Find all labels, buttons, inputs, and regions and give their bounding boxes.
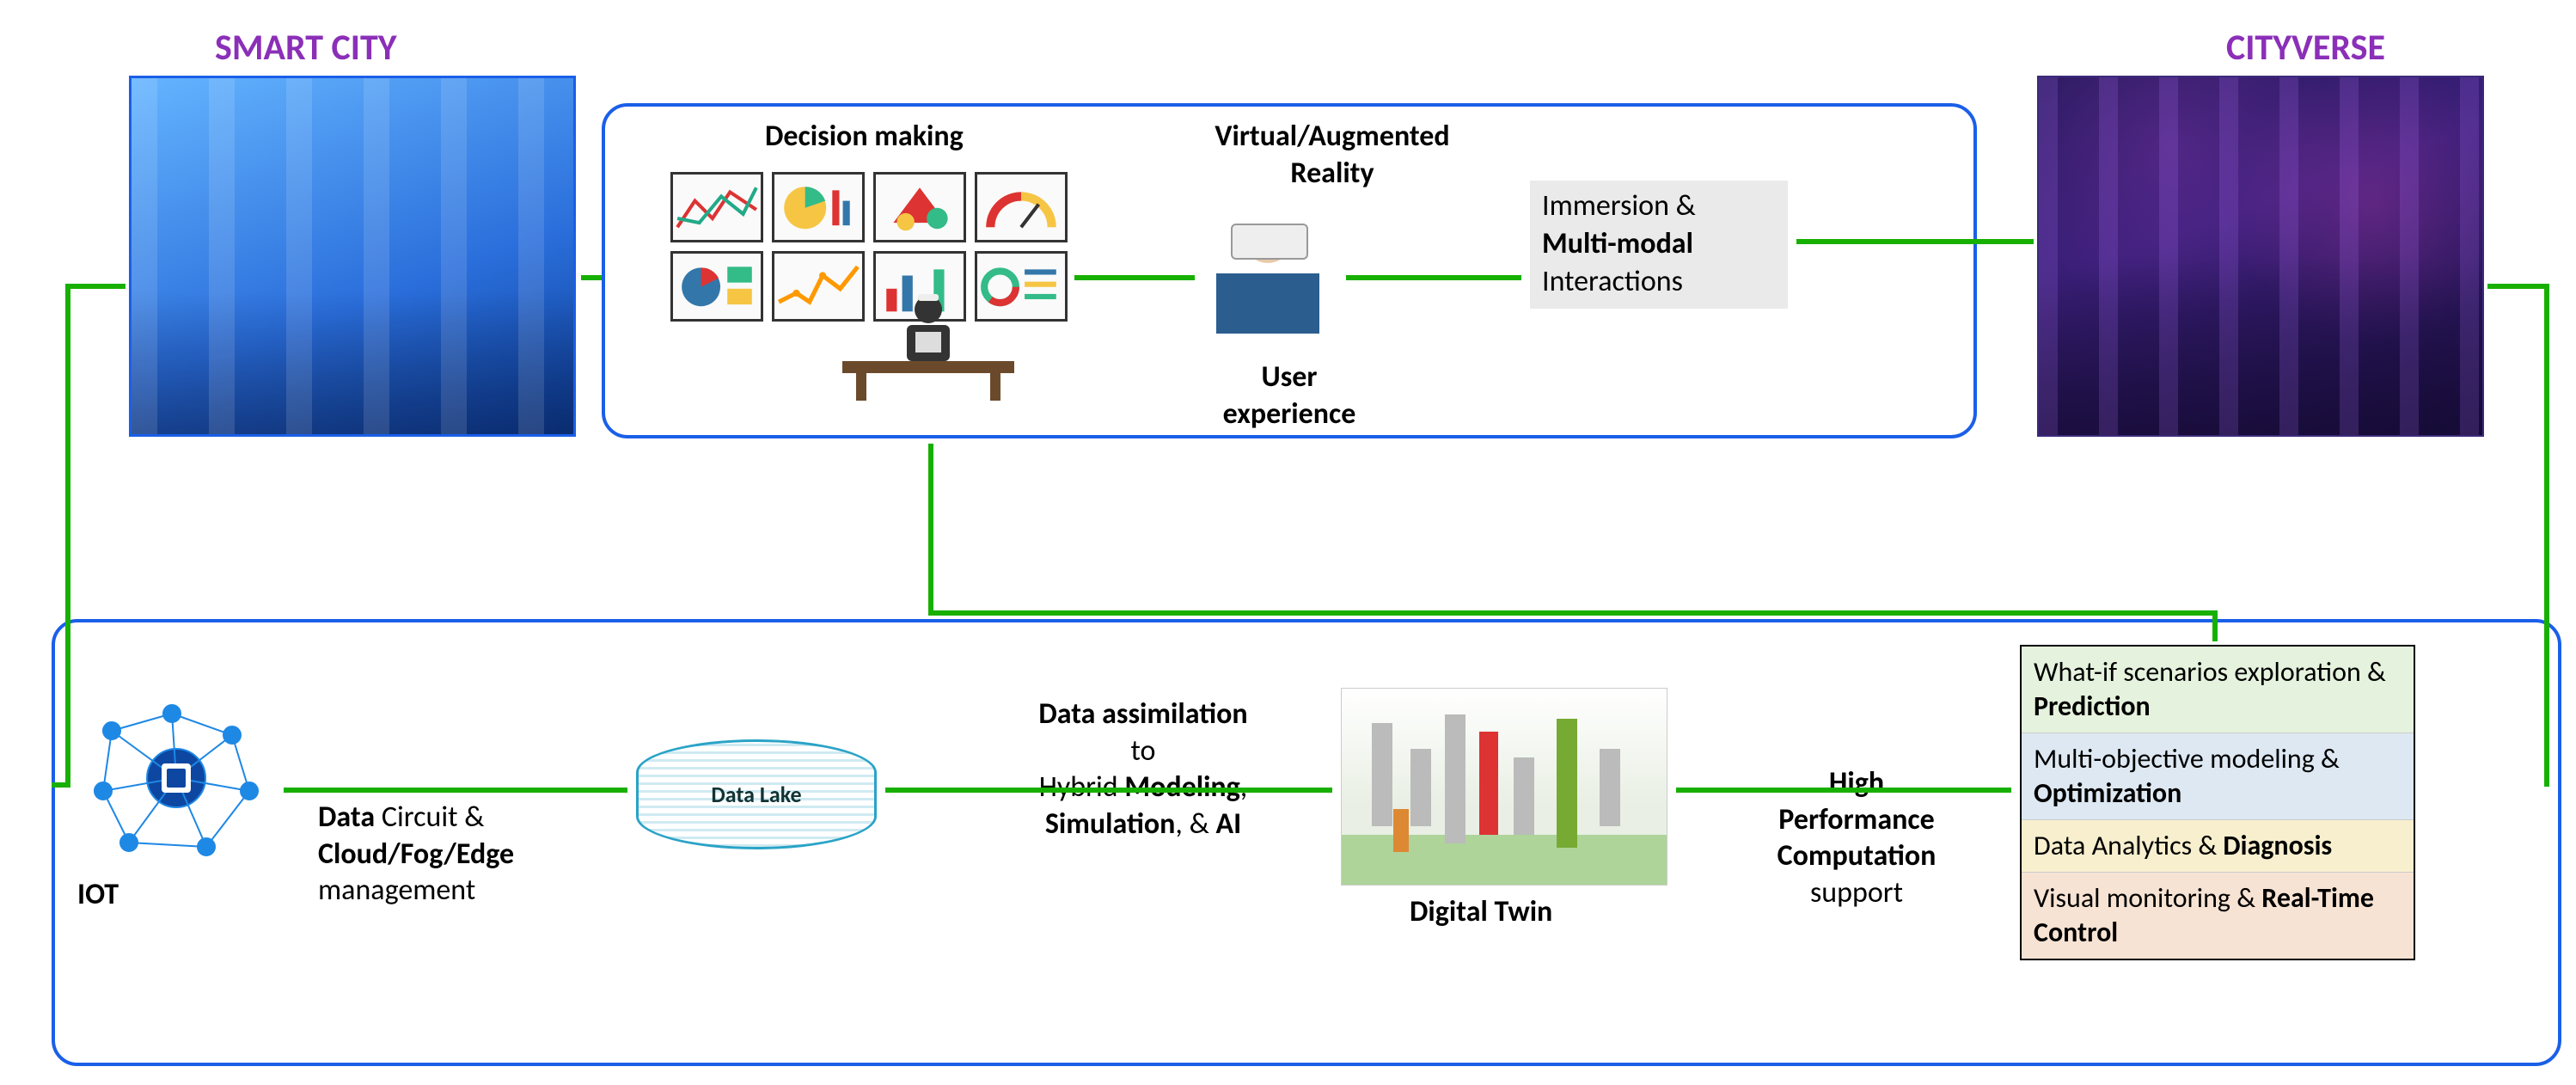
txt: AI: [1215, 806, 1241, 842]
diagram-canvas: SMART CITY CITYVERSE Decision making: [17, 26, 2559, 1059]
arrow-segment: [2487, 284, 2548, 289]
txt: , &: [1175, 806, 1215, 842]
capability-bold: Optimization: [2034, 776, 2181, 810]
capability-text: Multi-objective modeling &: [2034, 742, 2340, 775]
txt: Simulation: [1045, 806, 1176, 842]
analyst-at-desk-icon: [825, 284, 1031, 404]
capability-bold: Prediction: [2034, 690, 2151, 723]
label-digital-twin: Digital Twin: [1410, 894, 1552, 931]
arrow-segment: [1346, 275, 1521, 280]
capability-row: What-if scenarios exploration & Predicti…: [2022, 647, 2414, 733]
arrow-segment: [928, 610, 2218, 616]
capability-row: Multi-objective modeling & Optimization: [2022, 733, 2414, 819]
capabilities-list: What-if scenarios exploration & Predicti…: [2020, 645, 2415, 960]
dash-thumb: [772, 172, 865, 242]
label-data-lake: Data Lake: [711, 781, 801, 808]
label-user-experience: User experience: [1203, 359, 1375, 432]
arrow-segment: [1074, 275, 1195, 280]
arrow-segment: [2212, 610, 2218, 641]
txt: to: [1131, 733, 1156, 769]
arrow-segment: [928, 444, 933, 616]
txt: Data assimilation: [1038, 696, 1247, 732]
txt: management: [318, 873, 475, 908]
capability-row: Visual monitoring & Real-Time Control: [2022, 872, 2414, 959]
digital-twin-model: [1341, 688, 1667, 886]
arrow-segment: [1676, 788, 2011, 793]
iot-brain-icon: [77, 688, 275, 868]
label-assimilation: Data assimilation to Hybrid Modeling, Si…: [963, 696, 1324, 843]
txt: Cloud/Fog/Edge: [318, 837, 514, 872]
arrow-segment: [1796, 239, 2034, 244]
arrow-segment: [52, 782, 70, 788]
arrow-segment: [885, 788, 1332, 793]
dash-thumb: [670, 251, 763, 322]
txt: Computation: [1778, 838, 1937, 874]
arrow-segment: [65, 284, 70, 787]
txt: support: [1810, 875, 1903, 910]
arrow-segment: [284, 788, 627, 793]
txt: Performance: [1778, 802, 1934, 837]
dash-thumb: [670, 172, 763, 242]
title-smart-city: SMART CITY: [215, 26, 397, 70]
txt: High: [1829, 765, 1884, 800]
vr-user-icon: [1203, 205, 1332, 351]
arrow-segment: [581, 275, 602, 280]
capability-text: Data Analytics &: [2034, 829, 2223, 862]
smart-city-photo: [129, 76, 576, 437]
arrow-segment: [2544, 284, 2549, 787]
txt: Circuit &: [375, 800, 484, 835]
label-decision-making: Decision making: [765, 119, 964, 156]
capability-text: Visual monitoring &: [2034, 881, 2261, 915]
arrow-segment: [65, 284, 125, 289]
multimodal-line2: Multi-modal: [1542, 226, 1693, 261]
capability-text: What-if scenarios exploration &: [2034, 655, 2386, 689]
capability-row: Data Analytics & Diagnosis: [2022, 819, 2414, 872]
multimodal-box: Immersion & Multi-modal Interactions: [1530, 181, 1788, 309]
label-data-circuit: Data Circuit & Cloud/Fog/Edge management: [318, 800, 627, 910]
data-lake-icon: Data Lake: [636, 739, 877, 849]
multimodal-line3: Interactions: [1542, 264, 1683, 299]
dash-thumb: [873, 172, 966, 242]
dash-thumb: [975, 172, 1068, 242]
label-iot: IOT: [77, 877, 119, 914]
txt: Data: [318, 800, 375, 835]
capability-bold: Diagnosis: [2223, 829, 2332, 862]
cityverse-photo: [2037, 76, 2484, 437]
multimodal-line1: Immersion &: [1542, 188, 1696, 224]
label-vr-ar: Virtual/Augmented Reality: [1178, 119, 1487, 192]
title-cityverse: CITYVERSE: [2226, 26, 2385, 70]
